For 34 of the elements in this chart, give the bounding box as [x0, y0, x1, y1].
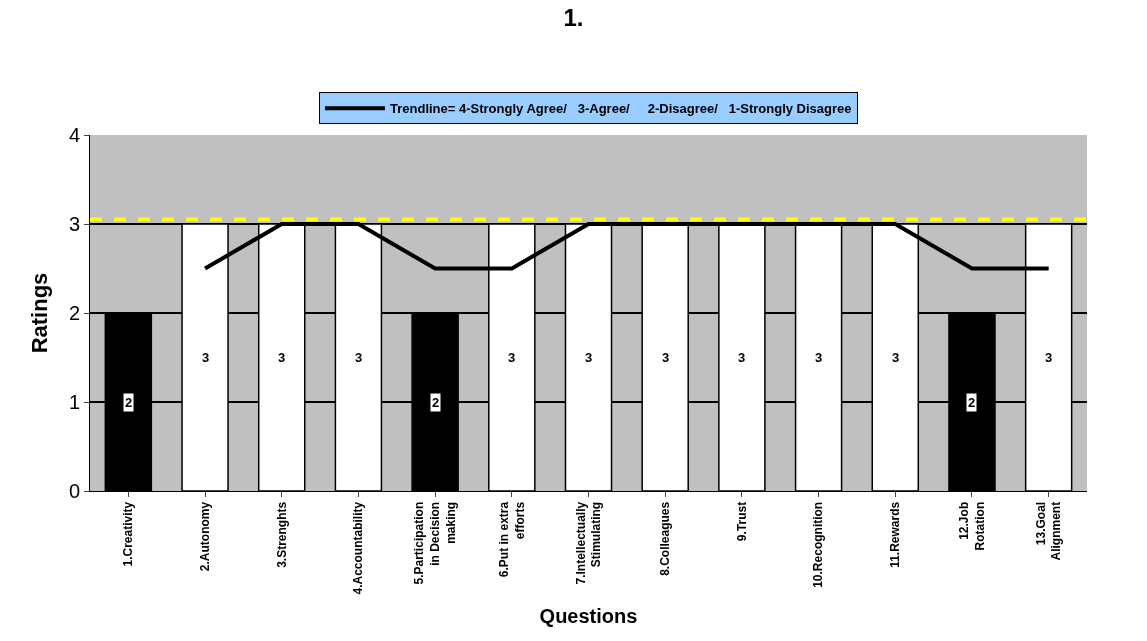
x-tick-label: 1.Creativity [121, 501, 136, 567]
data-label: 3 [662, 350, 670, 365]
data-label: 3 [202, 350, 210, 365]
y-axis-title: Ratings [26, 272, 52, 354]
data-label: 3 [815, 350, 823, 365]
data-label: 3 [585, 350, 593, 365]
x-tick-label: 4.Accountability [351, 501, 366, 595]
x-tick-label: 13.Goal Alignment [1033, 501, 1064, 561]
y-tick-label: 1 [68, 391, 80, 413]
x-tick-label: 9.Trust [734, 501, 749, 542]
x-tick-label: 11.Rewards [888, 501, 903, 568]
x-axis-title: Questions [539, 604, 638, 627]
y-tick-label: 4 [68, 124, 80, 146]
data-label: 3 [355, 350, 363, 365]
y-tick-label: 0 [68, 480, 80, 502]
x-tick-label: 6.Put in extra efforts [496, 501, 527, 578]
data-label: 2 [968, 395, 976, 410]
data-label: 2 [432, 395, 440, 410]
data-label: 3 [508, 350, 516, 365]
data-label: 3 [892, 350, 900, 365]
x-tick-label: 3.Strenghts [274, 501, 289, 568]
legend-label: Trendline= 4-Strongly Agree/ 3-Agree/ 2-Disagree/ 1-Strongly Disagree [390, 101, 852, 117]
x-tick-label: 12.Job Rotation [957, 501, 987, 551]
data-label: 3 [1045, 350, 1053, 365]
y-tick-label: 3 [68, 213, 80, 235]
chart-title: 1. [563, 4, 584, 32]
x-tick-label: 10.Recognition [811, 501, 826, 588]
data-label: 3 [738, 350, 746, 365]
x-tick-label: 5.Participation in Decision making [412, 501, 458, 585]
x-tick-label: 2.Autonomy [197, 501, 212, 572]
y-tick-label: 2 [68, 302, 80, 324]
data-label: 2 [125, 395, 133, 410]
data-label: 3 [278, 350, 286, 365]
x-tick-label: 8.Colleagues [658, 501, 673, 576]
